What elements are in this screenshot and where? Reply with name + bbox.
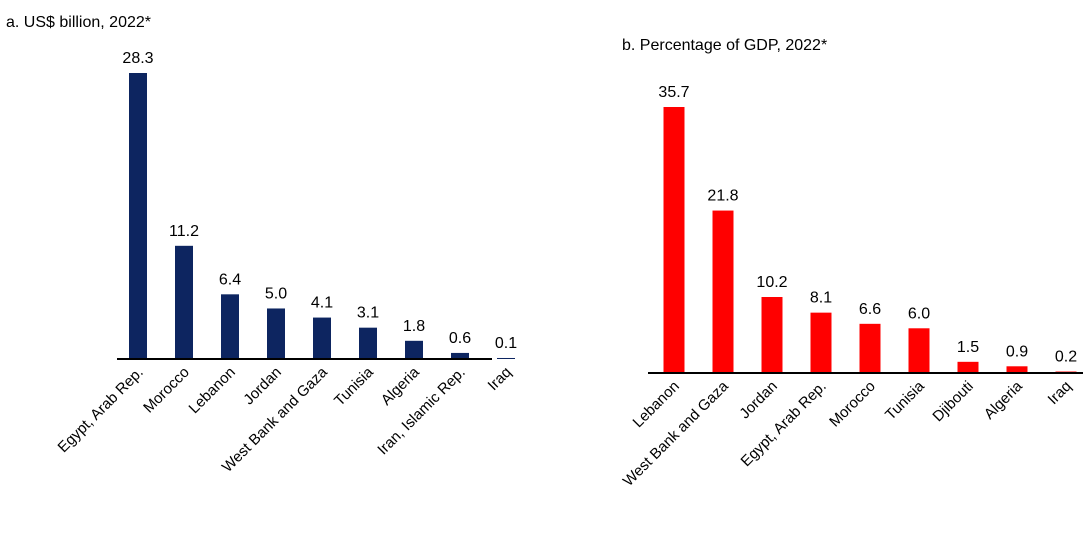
chart-a-bar-6 — [405, 340, 423, 359]
chart-b-category-label-4: Morocco — [826, 378, 879, 431]
chart-b-bar-5 — [908, 328, 930, 373]
chart-a-bar-3 — [267, 308, 285, 359]
chart-a-bar-4 — [313, 317, 331, 359]
chart-a-bar-0 — [129, 73, 147, 359]
chart-b-value-label-4: 6.6 — [859, 301, 881, 318]
chart-b-category-label-6: Djibouti — [929, 378, 976, 425]
chart-a-category-label-3: Jordan — [240, 364, 284, 408]
chart-a-value-label-3: 5.0 — [265, 285, 287, 302]
chart-a-value-label-0: 28.3 — [122, 50, 153, 67]
chart-a-category-label-8: Iraq — [485, 364, 515, 394]
chart-b-category-label-3: Egypt, Arab Rep. — [738, 378, 830, 470]
chart-a-bar-1 — [175, 245, 193, 359]
chart-a-value-label-8: 0.1 — [495, 335, 517, 352]
chart-b-value-label-1: 21.8 — [707, 188, 738, 205]
chart-b-bar-4 — [859, 323, 881, 373]
chart-b-value-label-5: 6.0 — [908, 305, 930, 322]
chart-b-title: b. Percentage of GDP, 2022* — [622, 37, 828, 54]
chart-a-value-label-5: 3.1 — [357, 305, 379, 322]
chart-b-category-label-7: Algeria — [981, 377, 1027, 423]
chart-a-bar-5 — [359, 327, 377, 359]
chart-a-title: a. US$ billion, 2022* — [6, 14, 151, 31]
chart-a-bar-8 — [497, 357, 515, 359]
chart-b-category-label-8: Iraq — [1045, 378, 1075, 408]
chart-a-value-label-7: 0.6 — [449, 330, 471, 347]
chart-b-value-label-0: 35.7 — [658, 84, 689, 101]
chart-b-bar-1 — [712, 210, 734, 373]
chart-b-value-label-8: 0.2 — [1055, 349, 1077, 366]
chart-a-category-label-0: Egypt, Arab Rep. — [55, 364, 147, 456]
chart-b-value-label-7: 0.9 — [1006, 343, 1028, 360]
chart-a-value-label-6: 1.8 — [403, 318, 425, 335]
chart-b-bar-6 — [957, 361, 979, 373]
chart-a-category-label-1: Morocco — [140, 364, 193, 417]
chart-b-bar-0 — [663, 107, 685, 373]
chart-a-value-label-1: 11.2 — [169, 223, 199, 240]
chart-b-value-label-3: 8.1 — [810, 290, 832, 307]
chart-a-panel: 28.3 Egypt, Arab Rep. 11.2 Morocco 6.4 Lebano… — [55, 50, 518, 476]
chart-a-category-label-7: Iran, Islamic Rep. — [374, 364, 469, 459]
chart-b-category-label-5: Tunisia — [882, 377, 928, 423]
chart-a-category-label-5: Tunisia — [331, 363, 377, 409]
chart-a-bar-2 — [221, 294, 239, 359]
chart-a-value-label-4: 4.1 — [311, 295, 333, 312]
chart-b-value-label-2: 10.2 — [756, 274, 787, 291]
chart-b-category-label-2: Jordan — [736, 378, 780, 422]
chart-b-bar-2 — [761, 297, 783, 373]
chart-b-value-label-6: 1.5 — [957, 339, 979, 356]
chart-a-category-label-2: Lebanon — [186, 364, 239, 417]
chart-b-bar-3 — [810, 312, 832, 373]
chart-b-bar-7 — [1006, 366, 1028, 373]
chart-a-value-label-2: 6.4 — [219, 271, 241, 288]
chart-a-category-label-6: Algeria — [378, 363, 424, 409]
chart-a-bar-7 — [451, 352, 469, 359]
